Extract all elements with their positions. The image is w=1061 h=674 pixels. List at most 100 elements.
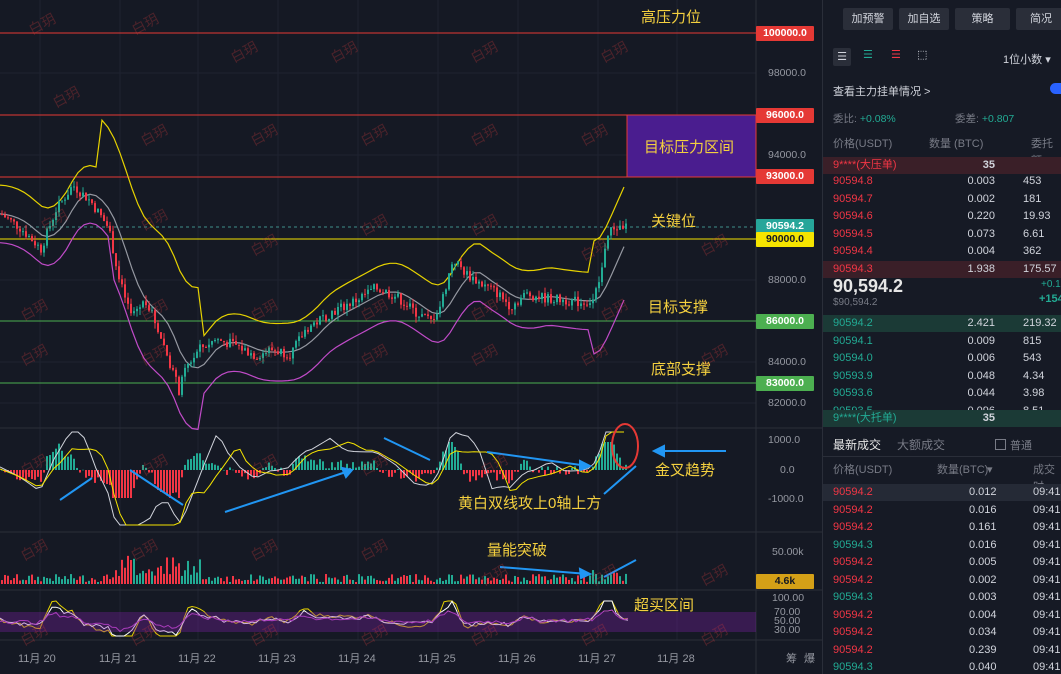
volume-bar <box>31 574 33 584</box>
book-asks-icon[interactable]: ☰ <box>891 49 901 61</box>
candle-body <box>454 264 456 266</box>
candle-body <box>133 311 135 314</box>
macd-bar <box>583 470 585 472</box>
depth-link[interactable]: 查看主力挂单情况 > <box>833 86 931 98</box>
strategy-button[interactable]: 策略 <box>955 8 1010 30</box>
candle-body <box>607 235 609 249</box>
macd-bar <box>466 470 468 474</box>
candle-body <box>181 376 183 395</box>
macd-bar <box>409 470 411 473</box>
bid-row[interactable]: 90594.1 0.009 815 <box>823 333 1061 350</box>
trade-row: 90594.2 0.005 09:41 <box>823 554 1061 571</box>
volume-bar <box>610 574 612 584</box>
trade-price: 90594.2 <box>833 521 873 533</box>
book-header-qty[interactable]: 数量 (BTC) <box>929 138 984 150</box>
bid-row[interactable]: 90593.6 0.044 3.98 <box>823 385 1061 402</box>
trade-row: 90594.2 0.161 09:41 <box>823 519 1061 536</box>
ask-row[interactable]: 90594.7 0.002 181 <box>823 191 1061 208</box>
bid-row[interactable]: 90593.9 0.048 4.34 <box>823 368 1061 385</box>
macd-bar <box>277 470 279 472</box>
macd-bar <box>214 464 216 470</box>
rsi-line <box>0 609 629 633</box>
ask-row-price: 90594.6 <box>833 210 873 222</box>
bid-big-row[interactable]: 9****(大托单) 35 <box>823 410 1061 427</box>
add-alert-button[interactable]: 加预警 <box>843 8 893 30</box>
volume-bar <box>97 581 99 584</box>
macd-bar <box>508 470 510 484</box>
candle-body <box>220 339 222 341</box>
macd-bar <box>103 470 105 483</box>
candle-body <box>457 261 459 265</box>
macd-bar <box>37 470 39 477</box>
macd-bar <box>223 469 225 471</box>
macd-bar <box>361 461 363 470</box>
candle-body <box>304 329 306 337</box>
volume-bar <box>79 576 81 584</box>
candle-body <box>460 261 462 268</box>
volume-bar <box>184 570 186 584</box>
candle-body <box>292 347 294 359</box>
macd-bar <box>337 461 339 470</box>
chip-distribution-button[interactable]: 筹 <box>786 653 797 665</box>
book-bids-icon[interactable]: ☰ <box>863 49 873 61</box>
tab-latest-trades[interactable]: 最新成交 <box>833 438 882 452</box>
trades-header-qty[interactable]: 数量(BTC) <box>937 464 989 476</box>
bid-row[interactable]: 90594.0 0.006 543 <box>823 350 1061 367</box>
candle-body <box>310 325 312 332</box>
macd-bar <box>322 461 324 470</box>
candle-body <box>196 351 198 358</box>
macd-dea-line <box>0 431 624 526</box>
volume-bar <box>43 576 45 584</box>
volume-bar <box>607 576 609 584</box>
volume-bar <box>349 579 351 584</box>
axis-label: 50.00k <box>772 546 804 558</box>
decimal-select[interactable]: 1位小数 ▾ <box>1003 51 1051 67</box>
ask-row[interactable]: 90594.6 0.220 19.93 <box>823 208 1061 225</box>
annotation-overbought: 超买区间 <box>634 597 695 614</box>
candle-body <box>55 212 57 221</box>
candle-body <box>205 347 207 349</box>
candle-body <box>157 323 159 333</box>
macd-bar <box>121 470 123 498</box>
bid-big-price: 9****(大托单) <box>833 412 897 424</box>
volume-bar <box>10 580 12 584</box>
ask-row[interactable]: 90594.4 0.004 362 <box>823 243 1061 260</box>
volume-bar <box>265 579 267 584</box>
candle-body <box>124 284 126 298</box>
chart-canvas[interactable] <box>0 0 822 674</box>
overview-button[interactable]: 简况 <box>1016 8 1061 30</box>
bid-row[interactable]: 90594.2 2.421 219.32 <box>823 315 1061 332</box>
volume-bar <box>139 573 141 584</box>
volume-bar <box>67 579 69 584</box>
candle-body <box>571 299 573 306</box>
candle-body <box>100 208 102 216</box>
volume-bar <box>7 575 9 584</box>
candle-body <box>421 314 423 317</box>
ask-big-row[interactable]: 9****(大压单) 35 <box>823 157 1061 174</box>
depth-toggle[interactable] <box>1050 83 1061 94</box>
macd-bar <box>379 470 381 472</box>
candlestick-chart[interactable]: 98000.0 94000.0 88000.0 84000.0 82000.0 … <box>0 0 822 674</box>
book-both-icon[interactable]: ☰ <box>833 48 851 66</box>
add-watchlist-button[interactable]: 加自选 <box>899 8 949 30</box>
book-expand-icon[interactable]: ⬚ <box>917 49 928 61</box>
candle-body <box>40 244 42 253</box>
volume-bar <box>190 574 192 584</box>
ask-row[interactable]: 90594.5 0.073 6.61 <box>823 226 1061 243</box>
tab-large-trades[interactable]: 大额成交 <box>897 438 946 452</box>
normal-checkbox[interactable] <box>995 439 1006 450</box>
ask-row[interactable]: 90594.3 1.938 175.57 <box>823 260 1061 278</box>
liquidation-button[interactable]: 爆 <box>804 653 815 665</box>
volume-bar <box>124 567 126 584</box>
macd-bar <box>40 470 42 482</box>
volume-bar <box>208 577 210 584</box>
candle-body <box>289 357 291 359</box>
volume-bar <box>61 579 63 584</box>
volume-bar <box>316 578 318 584</box>
macd-bar <box>532 470 534 473</box>
volume-bar <box>589 575 591 584</box>
candle-body <box>451 264 453 274</box>
macd-bar <box>307 461 309 470</box>
volume-bar <box>343 575 345 584</box>
ask-row[interactable]: 90594.8 0.003 453 <box>823 173 1061 190</box>
